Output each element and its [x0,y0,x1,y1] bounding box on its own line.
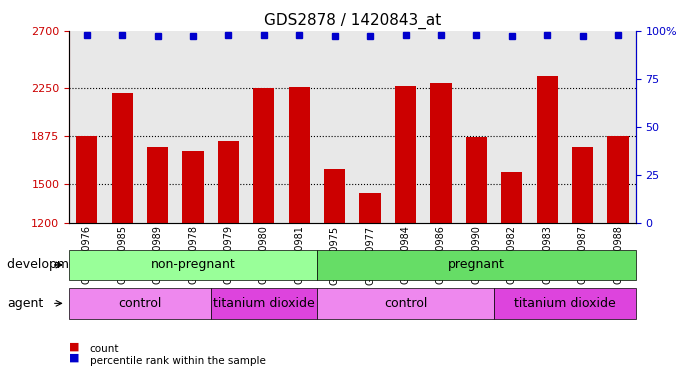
Text: control: control [118,297,162,310]
Text: non-pregnant: non-pregnant [151,258,236,271]
Text: titanium dioxide: titanium dioxide [514,297,616,310]
Text: percentile rank within the sample: percentile rank within the sample [90,356,266,366]
Text: pregnant: pregnant [448,258,505,271]
Bar [395,86,416,376]
Bar [501,172,522,376]
Bar [253,88,274,376]
Text: ■: ■ [69,353,79,363]
Bar [359,193,381,376]
Bar [324,169,346,376]
Bar [289,87,310,376]
Text: development stage: development stage [7,258,129,271]
Text: control: control [384,297,427,310]
Bar [182,151,204,376]
Bar [430,83,451,376]
Text: titanium dioxide: titanium dioxide [213,297,315,310]
Bar [76,136,97,376]
Text: count: count [90,344,120,354]
Text: agent: agent [7,297,43,310]
Title: GDS2878 / 1420843_at: GDS2878 / 1420843_at [264,13,441,29]
Bar [111,93,133,376]
Text: ■: ■ [69,341,79,351]
Bar [466,137,487,376]
Bar [572,147,593,376]
Bar [147,147,168,376]
Bar [536,76,558,376]
Bar [218,141,239,376]
Bar [607,136,629,376]
